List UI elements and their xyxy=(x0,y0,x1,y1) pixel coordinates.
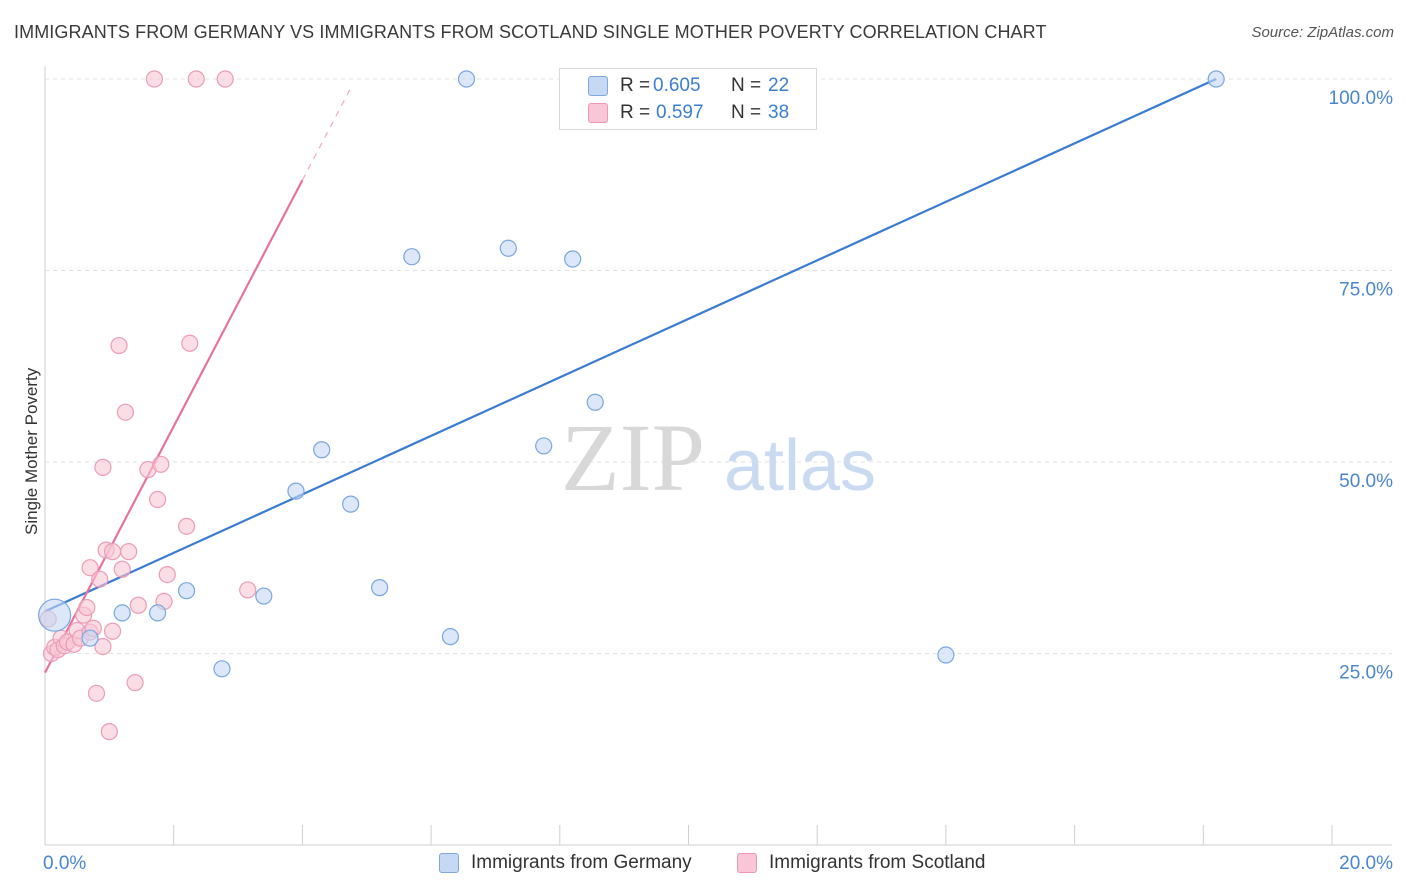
point-germany-13 xyxy=(457,70,476,88)
legend-swatch-germany xyxy=(439,853,459,873)
germany-r-value: 0.605 xyxy=(653,75,701,96)
point-scotland-31 xyxy=(149,490,167,509)
point-scotland-20 xyxy=(100,723,118,741)
point-germany-5 xyxy=(213,660,231,678)
point-germany-10 xyxy=(371,579,389,597)
point-germany-17 xyxy=(586,393,604,411)
trend-line-germany xyxy=(44,77,1217,613)
grid-lines xyxy=(45,78,1392,654)
point-scotland-28 xyxy=(129,596,147,614)
scotland-r-label: R = xyxy=(620,102,651,123)
legend-label-scotland: Immigrants from Scotland xyxy=(769,852,986,873)
point-scotland-34 xyxy=(158,566,176,584)
germany-r-label: R = xyxy=(620,75,651,96)
point-scotland-32 xyxy=(152,455,170,473)
trend-lines xyxy=(44,77,1217,674)
source-credit: Source: ZipAtlas.com xyxy=(1251,24,1394,41)
point-scotland-14 xyxy=(81,559,99,577)
chart-title: IMMIGRANTS FROM GERMANY VS IMMIGRANTS FR… xyxy=(14,22,1047,42)
point-scotland-36 xyxy=(181,334,199,352)
point-germany-4 xyxy=(177,582,196,600)
point-scotland-23 xyxy=(110,336,128,355)
point-germany-8 xyxy=(313,441,331,459)
point-scotland-35 xyxy=(177,517,196,535)
point-scotland-16 xyxy=(91,570,109,588)
legend-item-germany: Immigrants from Germany xyxy=(439,852,692,874)
point-scotland-11 xyxy=(78,598,96,617)
point-scotland-15 xyxy=(87,684,106,702)
point-germany-20 xyxy=(937,646,955,664)
stats-legend: R = 0.605 N = 22 R = 0.597 N = 38 xyxy=(559,68,817,130)
point-germany-15 xyxy=(535,437,553,455)
legend-label-germany: Immigrants from Germany xyxy=(471,852,692,873)
point-germany-9 xyxy=(342,495,360,513)
point-germany-3 xyxy=(149,604,167,622)
point-scotland-22 xyxy=(103,622,122,640)
point-germany-11 xyxy=(403,248,421,266)
y-tick-label-100: 100.0% xyxy=(1329,88,1394,109)
point-scotland-37 xyxy=(187,70,205,88)
point-scotland-18 xyxy=(94,638,112,656)
y-axis-label: Single Mother Poverty xyxy=(22,367,41,535)
scotland-r-value: 0.597 xyxy=(656,102,704,123)
tick-labels: 25.0% 50.0% 75.0% 100.0% 0.0% 20.0% xyxy=(43,88,1393,874)
point-germany-14 xyxy=(499,239,517,257)
point-germany-7 xyxy=(287,482,305,500)
x-tick-label-min: 0.0% xyxy=(43,853,86,874)
trend-line-scotland xyxy=(44,179,304,674)
point-germany-16 xyxy=(564,250,582,268)
germany-n-value: 22 xyxy=(768,75,790,96)
bottom-legend: Immigrants from Germany Immigrants from … xyxy=(0,850,1406,880)
y-tick-label-75: 75.0% xyxy=(1339,280,1393,301)
scotland-n-label: N = xyxy=(731,102,762,123)
point-scotland-24 xyxy=(113,560,131,578)
scotland-swatch xyxy=(588,103,608,123)
watermark-zip: ZIP xyxy=(561,404,705,511)
watermark: ZIP atlas xyxy=(561,404,876,511)
point-scotland-38 xyxy=(216,70,234,88)
y-tick-label-50: 50.0% xyxy=(1339,471,1393,492)
point-scotland-30 xyxy=(145,70,163,88)
watermark-atlas: atlas xyxy=(724,426,876,506)
point-scotland-27 xyxy=(126,674,144,692)
data-points xyxy=(38,70,1225,741)
point-germany-0 xyxy=(38,598,72,632)
scotland-n-value: 38 xyxy=(768,102,790,123)
point-scotland-21 xyxy=(103,543,122,561)
point-scotland-25 xyxy=(116,403,135,421)
point-germany-2 xyxy=(113,604,131,622)
germany-swatch xyxy=(588,76,608,96)
y-tick-label-25: 25.0% xyxy=(1339,663,1393,684)
point-scotland-39 xyxy=(239,581,257,599)
point-scotland-17 xyxy=(94,458,112,476)
legend-item-scotland: Immigrants from Scotland xyxy=(737,852,985,874)
point-germany-1 xyxy=(81,629,99,647)
legend-swatch-scotland xyxy=(737,853,757,873)
point-germany-21 xyxy=(1207,70,1225,88)
point-germany-12 xyxy=(441,628,460,646)
axes xyxy=(44,66,1392,846)
trend-line-scotland-extension xyxy=(301,87,352,181)
point-scotland-26 xyxy=(120,543,138,561)
point-germany-6 xyxy=(255,587,273,605)
germany-n-label: N = xyxy=(731,75,762,96)
x-tick-label-max: 20.0% xyxy=(1339,853,1393,874)
